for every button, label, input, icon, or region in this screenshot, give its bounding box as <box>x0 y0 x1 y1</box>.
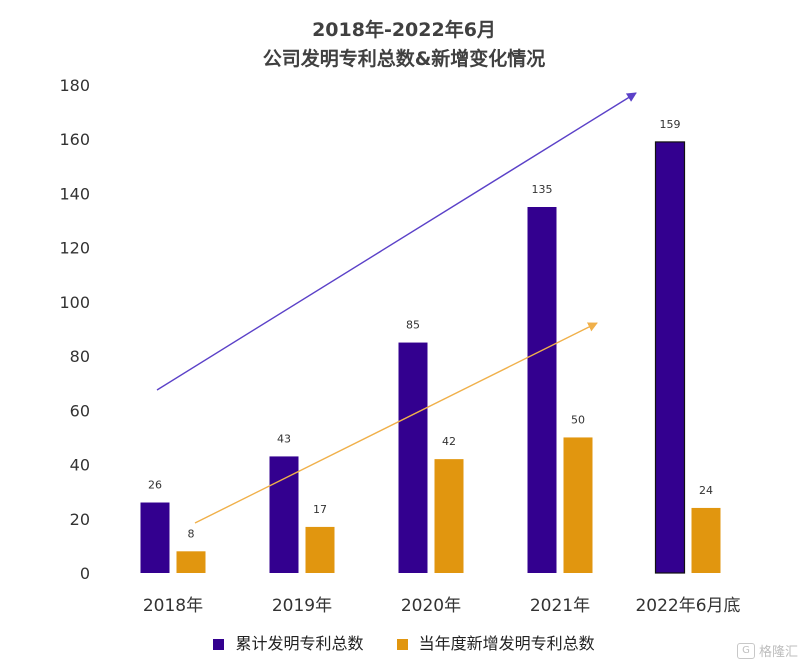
legend-swatch-new <box>396 639 408 650</box>
y-tick-label: 160 <box>59 130 90 149</box>
trend-arrow-cumulative <box>156 92 637 391</box>
data-label-new: 17 <box>313 503 327 516</box>
legend: 累计发明专利总数 当年度新增发明专利总数 <box>0 630 808 654</box>
bars <box>140 141 721 574</box>
data-label-cumulative: 43 <box>277 432 291 445</box>
chart-title: 2018年-2022年6月 <box>312 19 496 41</box>
data-label-new: 24 <box>699 484 713 497</box>
legend-swatch-cumulative <box>213 639 225 650</box>
data-labels: 26 8 43 17 85 42 135 50 159 24 <box>148 118 713 540</box>
legend-label-new: 当年度新增发明专利总数 <box>418 634 595 653</box>
x-tick-label: 2021年 <box>530 596 590 616</box>
trend-arrows <box>156 92 637 524</box>
y-tick-label: 60 <box>70 401 90 420</box>
watermark: G 格隆汇 <box>736 641 798 660</box>
bar-new <box>305 526 335 573</box>
data-label-cumulative: 135 <box>532 183 553 196</box>
y-tick-label: 140 <box>59 184 90 203</box>
y-tick-label: 180 <box>59 76 90 95</box>
bar-cumulative <box>654 141 686 574</box>
x-axis: 2018年 2019年 2020年 2021年 2022年6月底 <box>143 596 741 616</box>
data-label-new: 50 <box>571 413 585 426</box>
data-label-new: 8 <box>188 527 195 540</box>
y-tick-label: 80 <box>70 347 90 366</box>
chart-title-block: 2018年-2022年6月 公司发明专利总数&新增变化情况 <box>0 16 808 74</box>
legend-label-cumulative: 累计发明专利总数 <box>235 634 364 653</box>
trend-arrow-new <box>194 322 598 524</box>
x-tick-label: 2019年 <box>272 596 332 616</box>
bar-cumulative <box>140 502 170 573</box>
data-label-cumulative: 85 <box>406 319 420 332</box>
bar-new <box>691 507 721 573</box>
watermark-text: 格隆汇 <box>758 645 798 660</box>
g-logo-icon: G <box>736 642 755 659</box>
bar-new <box>434 459 464 573</box>
bar-cumulative <box>398 342 428 573</box>
chart-subtitle: 公司发明专利总数&新增变化情况 <box>262 48 546 70</box>
y-axis: 0 20 40 60 80 100 120 140 160 180 <box>59 76 90 583</box>
y-tick-label: 0 <box>80 564 90 583</box>
y-tick-label: 100 <box>59 293 90 312</box>
y-tick-label: 40 <box>70 456 90 475</box>
bar-new <box>176 551 206 573</box>
bar-new <box>563 437 593 573</box>
bar-cumulative <box>527 207 557 573</box>
y-tick-label: 20 <box>70 510 90 529</box>
legend-item-new: 当年度新增发明专利总数 <box>396 630 595 654</box>
bar-cumulative <box>269 456 299 573</box>
x-tick-label: 2018年 <box>143 596 203 616</box>
legend-item-cumulative: 累计发明专利总数 <box>213 630 363 654</box>
data-label-cumulative: 159 <box>660 118 681 131</box>
data-label-cumulative: 26 <box>148 479 162 492</box>
y-tick-label: 120 <box>59 239 90 258</box>
x-tick-label: 2020年 <box>401 596 461 616</box>
data-label-new: 42 <box>442 435 456 448</box>
x-tick-label: 2022年6月底 <box>635 596 740 616</box>
